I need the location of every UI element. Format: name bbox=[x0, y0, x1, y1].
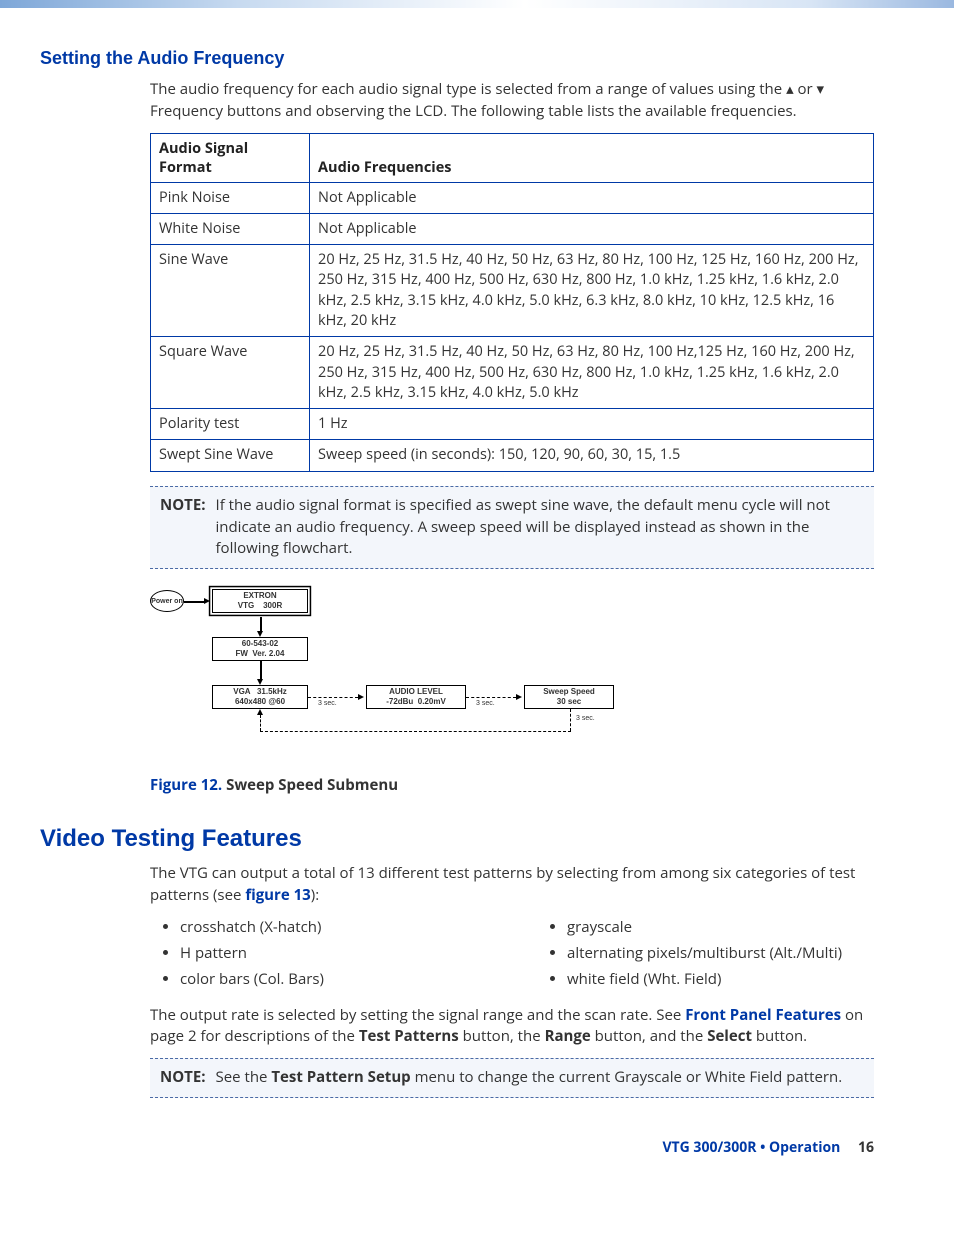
sweep-speed-flowchart: Power on EXTRON VTG 300R 60-543-02 FW Ve… bbox=[150, 587, 650, 767]
output-rate-paragraph: The output rate is selected by setting t… bbox=[150, 1005, 874, 1049]
table-cell: 1 Hz bbox=[310, 409, 874, 440]
flow-node-sweep: Sweep Speed 30 sec bbox=[524, 685, 614, 709]
figure-12-caption: Figure 12. Sweep Speed Submenu bbox=[150, 775, 874, 795]
flow-edge-label: 3 sec. bbox=[476, 700, 495, 707]
note-box-2: NOTE: See the Test Pattern Setup menu to… bbox=[150, 1058, 874, 1098]
note-label: NOTE: bbox=[160, 1067, 206, 1089]
front-panel-features-link[interactable]: Front Panel Features bbox=[685, 1005, 841, 1025]
page-body: Setting the Audio Frequency The audio fr… bbox=[0, 48, 954, 1187]
figure-13-link[interactable]: figure 13 bbox=[245, 885, 310, 905]
table-cell: Square Wave bbox=[151, 337, 310, 409]
table-header-cell: Audio Signal Format bbox=[151, 133, 310, 182]
flow-node-extron: EXTRON VTG 300R bbox=[212, 589, 308, 613]
table-cell: White Noise bbox=[151, 213, 310, 244]
table-header-cell: Audio Frequencies bbox=[310, 133, 874, 182]
list-item: grayscale bbox=[567, 917, 874, 937]
figure-number: Figure 12. bbox=[150, 775, 222, 795]
list-item: white field (Wht. Field) bbox=[567, 969, 874, 989]
table-cell: Not Applicable bbox=[310, 213, 874, 244]
table-cell: Swept Sine Wave bbox=[151, 440, 310, 471]
table-cell: 20 Hz, 25 Hz, 31.5 Hz, 40 Hz, 50 Hz, 63 … bbox=[310, 245, 874, 337]
table-cell: 20 Hz, 25 Hz, 31.5 Hz, 40 Hz, 50 Hz, 63 … bbox=[310, 337, 874, 409]
footer-page-number: 16 bbox=[858, 1138, 874, 1157]
note-label: NOTE: bbox=[160, 495, 206, 560]
table-row: Pink NoiseNot Applicable bbox=[151, 182, 874, 213]
note-box-1: NOTE: If the audio signal format is spec… bbox=[150, 486, 874, 569]
flow-node-audio: AUDIO LEVEL -72dBu 0.20mV bbox=[366, 685, 466, 709]
heading-video-testing: Video Testing Features bbox=[40, 825, 874, 853]
table-row: Polarity test1 Hz bbox=[151, 409, 874, 440]
heading-audio-frequency: Setting the Audio Frequency bbox=[40, 48, 874, 69]
table-cell: Pink Noise bbox=[151, 182, 310, 213]
table-row: White NoiseNot Applicable bbox=[151, 213, 874, 244]
flow-node-vga: VGA 31.5kHz 640x480 @60 bbox=[212, 685, 308, 709]
note-text: If the audio signal format is specified … bbox=[216, 495, 865, 560]
audio-frequency-table: Audio Signal Format Audio Frequencies Pi… bbox=[150, 133, 874, 472]
list-item: alternating pixels/multiburst (Alt./Mult… bbox=[567, 943, 874, 963]
table-cell: Not Applicable bbox=[310, 182, 874, 213]
intro-paragraph-1: The audio frequency for each audio signa… bbox=[150, 79, 874, 123]
list-item: H pattern bbox=[180, 943, 487, 963]
table-row: Swept Sine WaveSweep speed (in seconds):… bbox=[151, 440, 874, 471]
note-text: See the Test Pattern Setup menu to chang… bbox=[216, 1067, 843, 1089]
footer-doc-title: VTG 300/300R • Operation bbox=[662, 1138, 840, 1157]
test-pattern-list: crosshatch (X-hatch) H pattern color bars … bbox=[150, 917, 874, 995]
video-intro-paragraph: The VTG can output a total of 13 differe… bbox=[150, 863, 874, 907]
list-item: crosshatch (X-hatch) bbox=[180, 917, 487, 937]
flow-node-power: Power on bbox=[150, 590, 184, 612]
table-cell: Polarity test bbox=[151, 409, 310, 440]
table-header-row: Audio Signal Format Audio Frequencies bbox=[151, 133, 874, 182]
table-row: Square Wave20 Hz, 25 Hz, 31.5 Hz, 40 Hz,… bbox=[151, 337, 874, 409]
table-cell: Sine Wave bbox=[151, 245, 310, 337]
table-cell: Sweep speed (in seconds): 150, 120, 90, … bbox=[310, 440, 874, 471]
table-row: Sine Wave20 Hz, 25 Hz, 31.5 Hz, 40 Hz, 5… bbox=[151, 245, 874, 337]
flow-edge-label: 3 sec. bbox=[576, 715, 595, 722]
list-item: color bars (Col. Bars) bbox=[180, 969, 487, 989]
flow-node-fw: 60-543-02 FW Ver. 2.04 bbox=[212, 637, 308, 661]
top-stripe bbox=[0, 0, 954, 8]
flow-edge-label: 3 sec. bbox=[318, 700, 337, 707]
page-footer: VTG 300/300R • Operation 16 bbox=[150, 1138, 874, 1157]
